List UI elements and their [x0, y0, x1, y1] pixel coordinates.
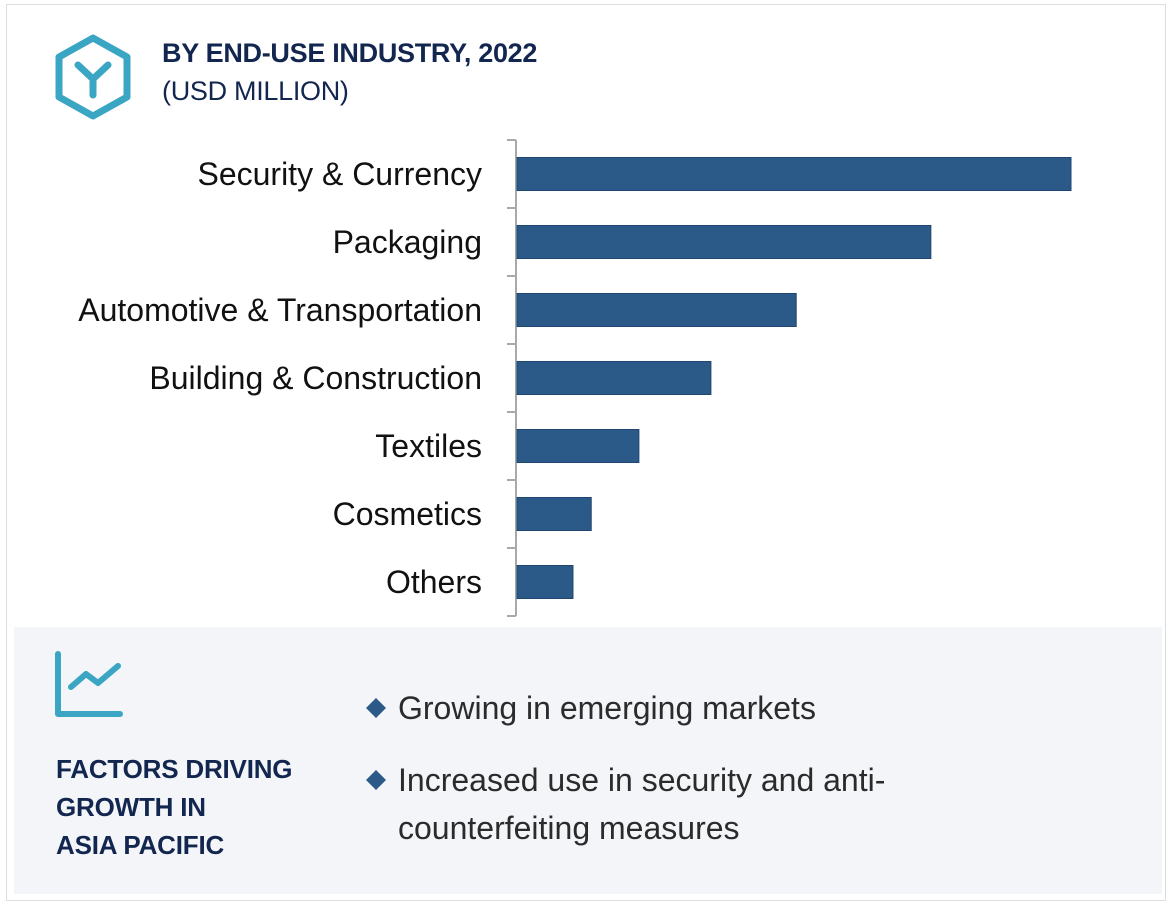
category-label: Packaging: [333, 224, 482, 260]
chart-title: BY END-USE INDUSTRY, 2022: [162, 38, 538, 68]
bar-packaging: [516, 225, 932, 259]
category-label: Cosmetics: [333, 496, 482, 532]
bar-textiles: [516, 429, 640, 463]
panel-heading-line: GROWTH IN: [56, 792, 206, 822]
y-axis: [507, 139, 517, 617]
factor-list: Growing in emerging markets Increased us…: [362, 684, 962, 876]
diamond-bullet-icon: [366, 698, 386, 718]
growth-factors-panel: [14, 627, 1162, 894]
panel-heading-line: FACTORS DRIVING: [56, 754, 293, 784]
bar-others: [516, 565, 574, 599]
factor-text: Increased use in security and anti-count…: [398, 762, 886, 846]
bar-chart: Security & Currency Packaging Automotive &…: [78, 139, 1072, 617]
hexagon-y-icon: [55, 34, 131, 120]
category-label: Automotive & Transportation: [78, 292, 482, 328]
factor-item: Growing in emerging markets: [362, 684, 962, 732]
bar-security-currency: [516, 157, 1072, 191]
category-label: Others: [386, 564, 482, 600]
trend-chart-icon: [55, 651, 123, 717]
bar-cosmetics: [516, 497, 592, 531]
panel-heading-line: ASIA PACIFIC: [56, 830, 225, 860]
chart-subtitle: (USD MILLION): [162, 76, 349, 106]
bar-automotive-transportation: [516, 293, 797, 327]
category-label: Security & Currency: [197, 156, 482, 192]
factor-text: Growing in emerging markets: [398, 690, 816, 726]
category-label: Building & Construction: [149, 360, 482, 396]
bar-building-construction: [516, 361, 712, 395]
category-label: Textiles: [375, 428, 482, 464]
panel-heading: FACTORS DRIVING GROWTH IN ASIA PACIFIC: [56, 750, 293, 864]
factor-item: Increased use in security and anti-count…: [362, 756, 962, 852]
diamond-bullet-icon: [366, 770, 386, 790]
